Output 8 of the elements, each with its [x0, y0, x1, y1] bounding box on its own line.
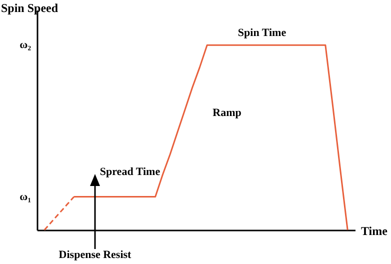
text: Spin Time	[238, 27, 286, 39]
annotation: Spread Time	[100, 166, 160, 178]
x-axis-title: Time	[361, 224, 388, 238]
annotation: Ramp	[212, 107, 242, 119]
text: ω₁	[20, 191, 31, 203]
text: Dispense Resist	[58, 249, 132, 261]
y-axis-title: Spin Speed	[1, 1, 58, 15]
text: ω₂	[20, 39, 32, 51]
